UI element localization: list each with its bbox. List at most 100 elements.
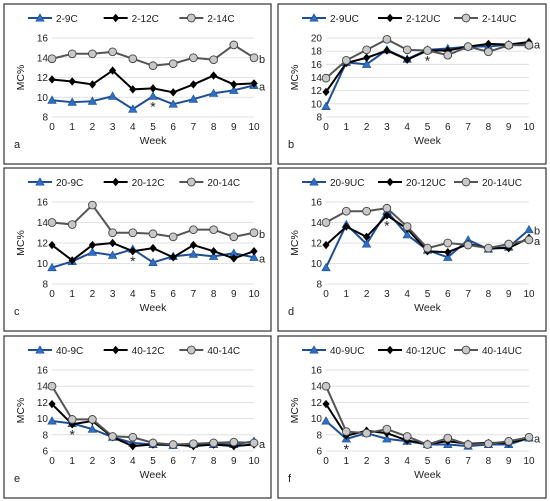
- data-point: [463, 440, 473, 449]
- data-point: [189, 225, 198, 235]
- y-axis-title: MC%: [15, 230, 27, 256]
- legend-swatch-marker: [112, 13, 120, 23]
- x-tick-label: 1: [344, 122, 350, 133]
- data-point: [524, 224, 534, 234]
- y-tick-label: 8: [316, 113, 322, 124]
- x-tick-label: 2: [364, 122, 370, 133]
- data-point: [48, 399, 56, 409]
- data-point: [107, 91, 118, 100]
- data-point: [188, 94, 199, 103]
- data-point: [230, 80, 238, 89]
- data-point: [229, 232, 239, 242]
- x-tick-label: 10: [248, 122, 260, 133]
- x-tick-label: 5: [150, 122, 156, 133]
- x-tick-label: 2: [90, 122, 96, 133]
- end-label: a: [534, 434, 541, 446]
- y-tick-label: 8: [316, 430, 322, 441]
- legend-swatch-marker: [461, 345, 471, 355]
- x-tick-label: 2: [364, 289, 370, 300]
- end-label: a: [259, 253, 266, 265]
- data-point: [249, 252, 259, 261]
- data-point: [484, 439, 493, 449]
- panel-frame: [3, 335, 272, 499]
- legend-label: 2-14UC: [482, 14, 516, 25]
- legend-label: 20-14C: [207, 178, 240, 189]
- x-axis-title: Week: [140, 469, 167, 481]
- data-point: [128, 54, 138, 64]
- x-tick-label: 7: [465, 122, 471, 133]
- x-tick-label: 9: [506, 122, 512, 133]
- data-point: [109, 66, 117, 75]
- data-point: [403, 55, 411, 64]
- legend-item: 20-14C: [179, 177, 240, 189]
- legend-swatch-marker: [461, 13, 471, 23]
- x-tick-label: 10: [523, 289, 535, 300]
- y-tick-label: 14: [37, 218, 49, 229]
- panel-letter: f: [288, 473, 292, 485]
- data-point: [208, 251, 219, 260]
- y-axis-title: MC%: [289, 398, 301, 424]
- legend-label: 20-9UC: [330, 178, 364, 189]
- y-tick-label: 6: [316, 447, 322, 458]
- data-point: [67, 49, 77, 59]
- y-tick-label: 10: [37, 93, 49, 104]
- data-point: [230, 254, 238, 263]
- data-point: [524, 235, 534, 245]
- legend-item: 2-14C: [179, 13, 235, 25]
- x-tick-label: 0: [323, 456, 329, 467]
- legend-item: 2-12UC: [378, 14, 440, 25]
- data-point: [443, 238, 453, 248]
- end-label: a: [259, 439, 266, 451]
- y-tick-label: 12: [37, 239, 49, 250]
- y-tick-label: 16: [311, 198, 323, 209]
- legend-label: 40-9C: [56, 346, 83, 357]
- significance-asterisk: *: [425, 53, 431, 69]
- x-tick-label: 0: [323, 289, 329, 300]
- legend-swatch-marker: [35, 13, 45, 22]
- x-tick-label: 4: [130, 456, 136, 467]
- x-tick-label: 0: [49, 456, 55, 467]
- data-point: [362, 428, 371, 438]
- data-point: [88, 240, 96, 250]
- legend-label: 2-9C: [56, 14, 78, 25]
- end-label: b: [534, 226, 540, 238]
- legend: 20-9UC 20-12UC 20-14UC: [302, 177, 522, 189]
- legend-swatch-marker: [386, 345, 394, 355]
- data-point: [148, 229, 158, 239]
- data-point: [463, 42, 473, 51]
- legend-item: 2-12C: [103, 13, 159, 25]
- data-point: [168, 59, 178, 69]
- data-point: [504, 436, 514, 446]
- series-20-12C: [48, 238, 258, 265]
- x-tick-label: 8: [486, 289, 492, 300]
- y-tick-label: 10: [37, 414, 49, 425]
- data-point: [341, 427, 351, 436]
- data-point: [484, 243, 493, 253]
- data-point: [444, 248, 452, 257]
- y-tick-label: 16: [311, 366, 323, 377]
- legend-swatch-marker: [386, 177, 394, 187]
- x-tick-label: 4: [130, 289, 136, 300]
- data-point: [168, 232, 178, 242]
- legend-item: 40-14UC: [454, 345, 522, 357]
- legend-label: 40-12C: [132, 346, 165, 357]
- data-point: [342, 222, 350, 231]
- data-point: [108, 47, 117, 57]
- data-point: [363, 232, 371, 242]
- data-point: [463, 240, 473, 250]
- x-tick-label: 7: [191, 122, 197, 133]
- data-point: [87, 247, 98, 256]
- significance-asterisk: *: [150, 98, 156, 114]
- data-point: [402, 229, 412, 239]
- legend-label: 40-9UC: [330, 346, 364, 357]
- series-2-9C: [47, 80, 259, 113]
- y-tick-label: 16: [311, 60, 323, 71]
- data-point: [524, 40, 534, 50]
- data-point: [504, 40, 514, 50]
- data-point: [321, 218, 331, 227]
- legend-item: 2-14UC: [454, 13, 516, 25]
- data-point: [249, 438, 259, 448]
